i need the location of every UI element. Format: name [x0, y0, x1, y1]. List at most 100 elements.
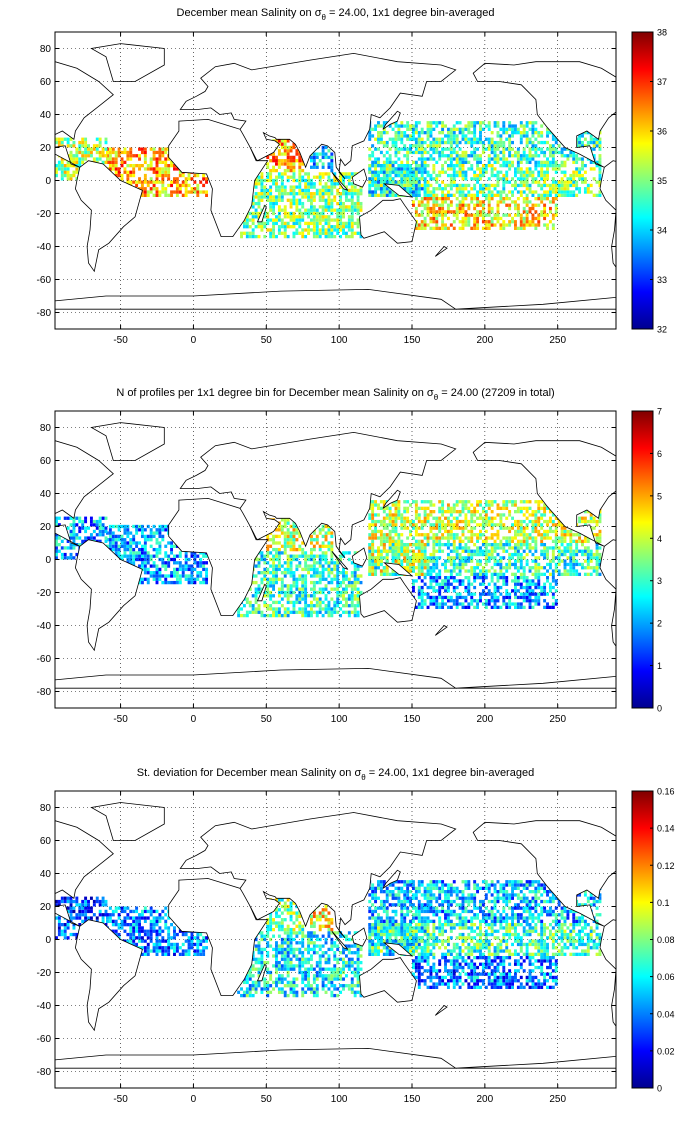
- data-cell: [531, 177, 535, 181]
- data-cell: [120, 160, 124, 164]
- data-cell: [414, 193, 418, 197]
- data-cell: [149, 147, 153, 151]
- data-cell: [426, 197, 430, 201]
- data-cell: [277, 175, 281, 179]
- data-cell: [490, 503, 494, 507]
- y-tick-label: -80: [37, 308, 52, 319]
- data-cell: [359, 205, 363, 209]
- data-cell: [435, 150, 439, 155]
- data-cell: [66, 160, 70, 164]
- data-cell: [385, 167, 389, 171]
- data-cell: [89, 523, 93, 527]
- data-cell: [432, 516, 436, 520]
- data-cell: [409, 127, 412, 131]
- data-cell: [158, 531, 162, 535]
- data-cell: [473, 216, 477, 221]
- data-cell: [138, 580, 141, 585]
- data-cell: [414, 210, 418, 214]
- data-cell: [464, 213, 468, 217]
- data-cell: [441, 197, 445, 201]
- data-cell: [307, 221, 310, 226]
- data-cell: [371, 183, 375, 188]
- data-cell: [173, 574, 176, 578]
- data-cell: [175, 580, 179, 585]
- data-cell: [586, 519, 590, 524]
- data-cell: [344, 175, 348, 179]
- data-cell: [78, 150, 82, 155]
- data-cell: [557, 523, 561, 527]
- data-cell: [493, 183, 497, 188]
- data-cell: [435, 223, 439, 227]
- data-cell: [531, 513, 535, 517]
- y-tick-label: 20: [40, 143, 52, 154]
- data-cell: [414, 513, 418, 517]
- data-cell: [385, 513, 389, 517]
- data-cell: [417, 144, 421, 148]
- data-cell: [272, 587, 276, 591]
- data-cell: [441, 154, 445, 158]
- data-cell: [304, 604, 308, 608]
- data-cell: [496, 160, 500, 164]
- data-cell: [304, 564, 308, 568]
- data-cell: [353, 577, 357, 581]
- data-cell: [161, 534, 165, 539]
- data-cell: [446, 533, 450, 537]
- data-cell: [356, 577, 360, 581]
- data-cell: [548, 516, 552, 520]
- data-cell: [257, 587, 261, 591]
- data-cell: [359, 580, 363, 585]
- data-cell: [487, 157, 491, 161]
- data-cell: [598, 513, 602, 517]
- data-cell: [417, 506, 421, 510]
- data-cell: [514, 213, 517, 217]
- data-cell: [257, 225, 261, 229]
- coastline: [351, 168, 368, 188]
- data-cell: [336, 211, 340, 216]
- data-cell: [382, 519, 386, 524]
- data-cell: [560, 154, 564, 158]
- data-cell: [327, 234, 331, 239]
- data-cell: [129, 150, 133, 155]
- data-cell: [548, 519, 552, 524]
- data-cell: [304, 584, 308, 588]
- data-cell: [81, 154, 85, 158]
- data-cell: [143, 554, 147, 558]
- data-cell: [324, 185, 328, 189]
- data-cell: [315, 604, 319, 608]
- data-cell: [318, 554, 322, 558]
- data-cell: [275, 574, 278, 578]
- data-cell: [531, 523, 535, 527]
- data-cell: [143, 561, 147, 565]
- data-cell: [301, 168, 305, 173]
- data-cell: [461, 200, 465, 204]
- data-cell: [286, 541, 290, 545]
- data-cell: [432, 533, 436, 537]
- data-cell: [470, 213, 474, 217]
- data-cell: [481, 127, 485, 131]
- data-cell: [272, 225, 276, 229]
- data-cell: [78, 144, 82, 148]
- data-cell: [543, 160, 547, 164]
- data-cell: [55, 519, 58, 524]
- data-cell: [371, 523, 375, 527]
- data-cell: [583, 516, 587, 520]
- data-cell: [149, 571, 153, 575]
- data-cell: [522, 536, 526, 540]
- data-cell: [140, 557, 144, 562]
- data-cell: [167, 157, 171, 161]
- data-cell: [104, 137, 108, 141]
- data-cell: [336, 574, 340, 578]
- data-cell: [566, 180, 570, 184]
- data-cell: [414, 173, 418, 178]
- data-cell: [123, 551, 127, 555]
- data-cell: [484, 226, 488, 230]
- x-tick-label: 200: [477, 335, 494, 346]
- data-cell: [394, 510, 398, 514]
- data-cell: [426, 187, 430, 191]
- data-cell: [187, 557, 191, 562]
- data-cell: [534, 516, 538, 520]
- data-cell: [377, 160, 380, 164]
- data-cell: [108, 531, 112, 535]
- data-cell: [417, 533, 421, 537]
- data-cell: [551, 539, 555, 543]
